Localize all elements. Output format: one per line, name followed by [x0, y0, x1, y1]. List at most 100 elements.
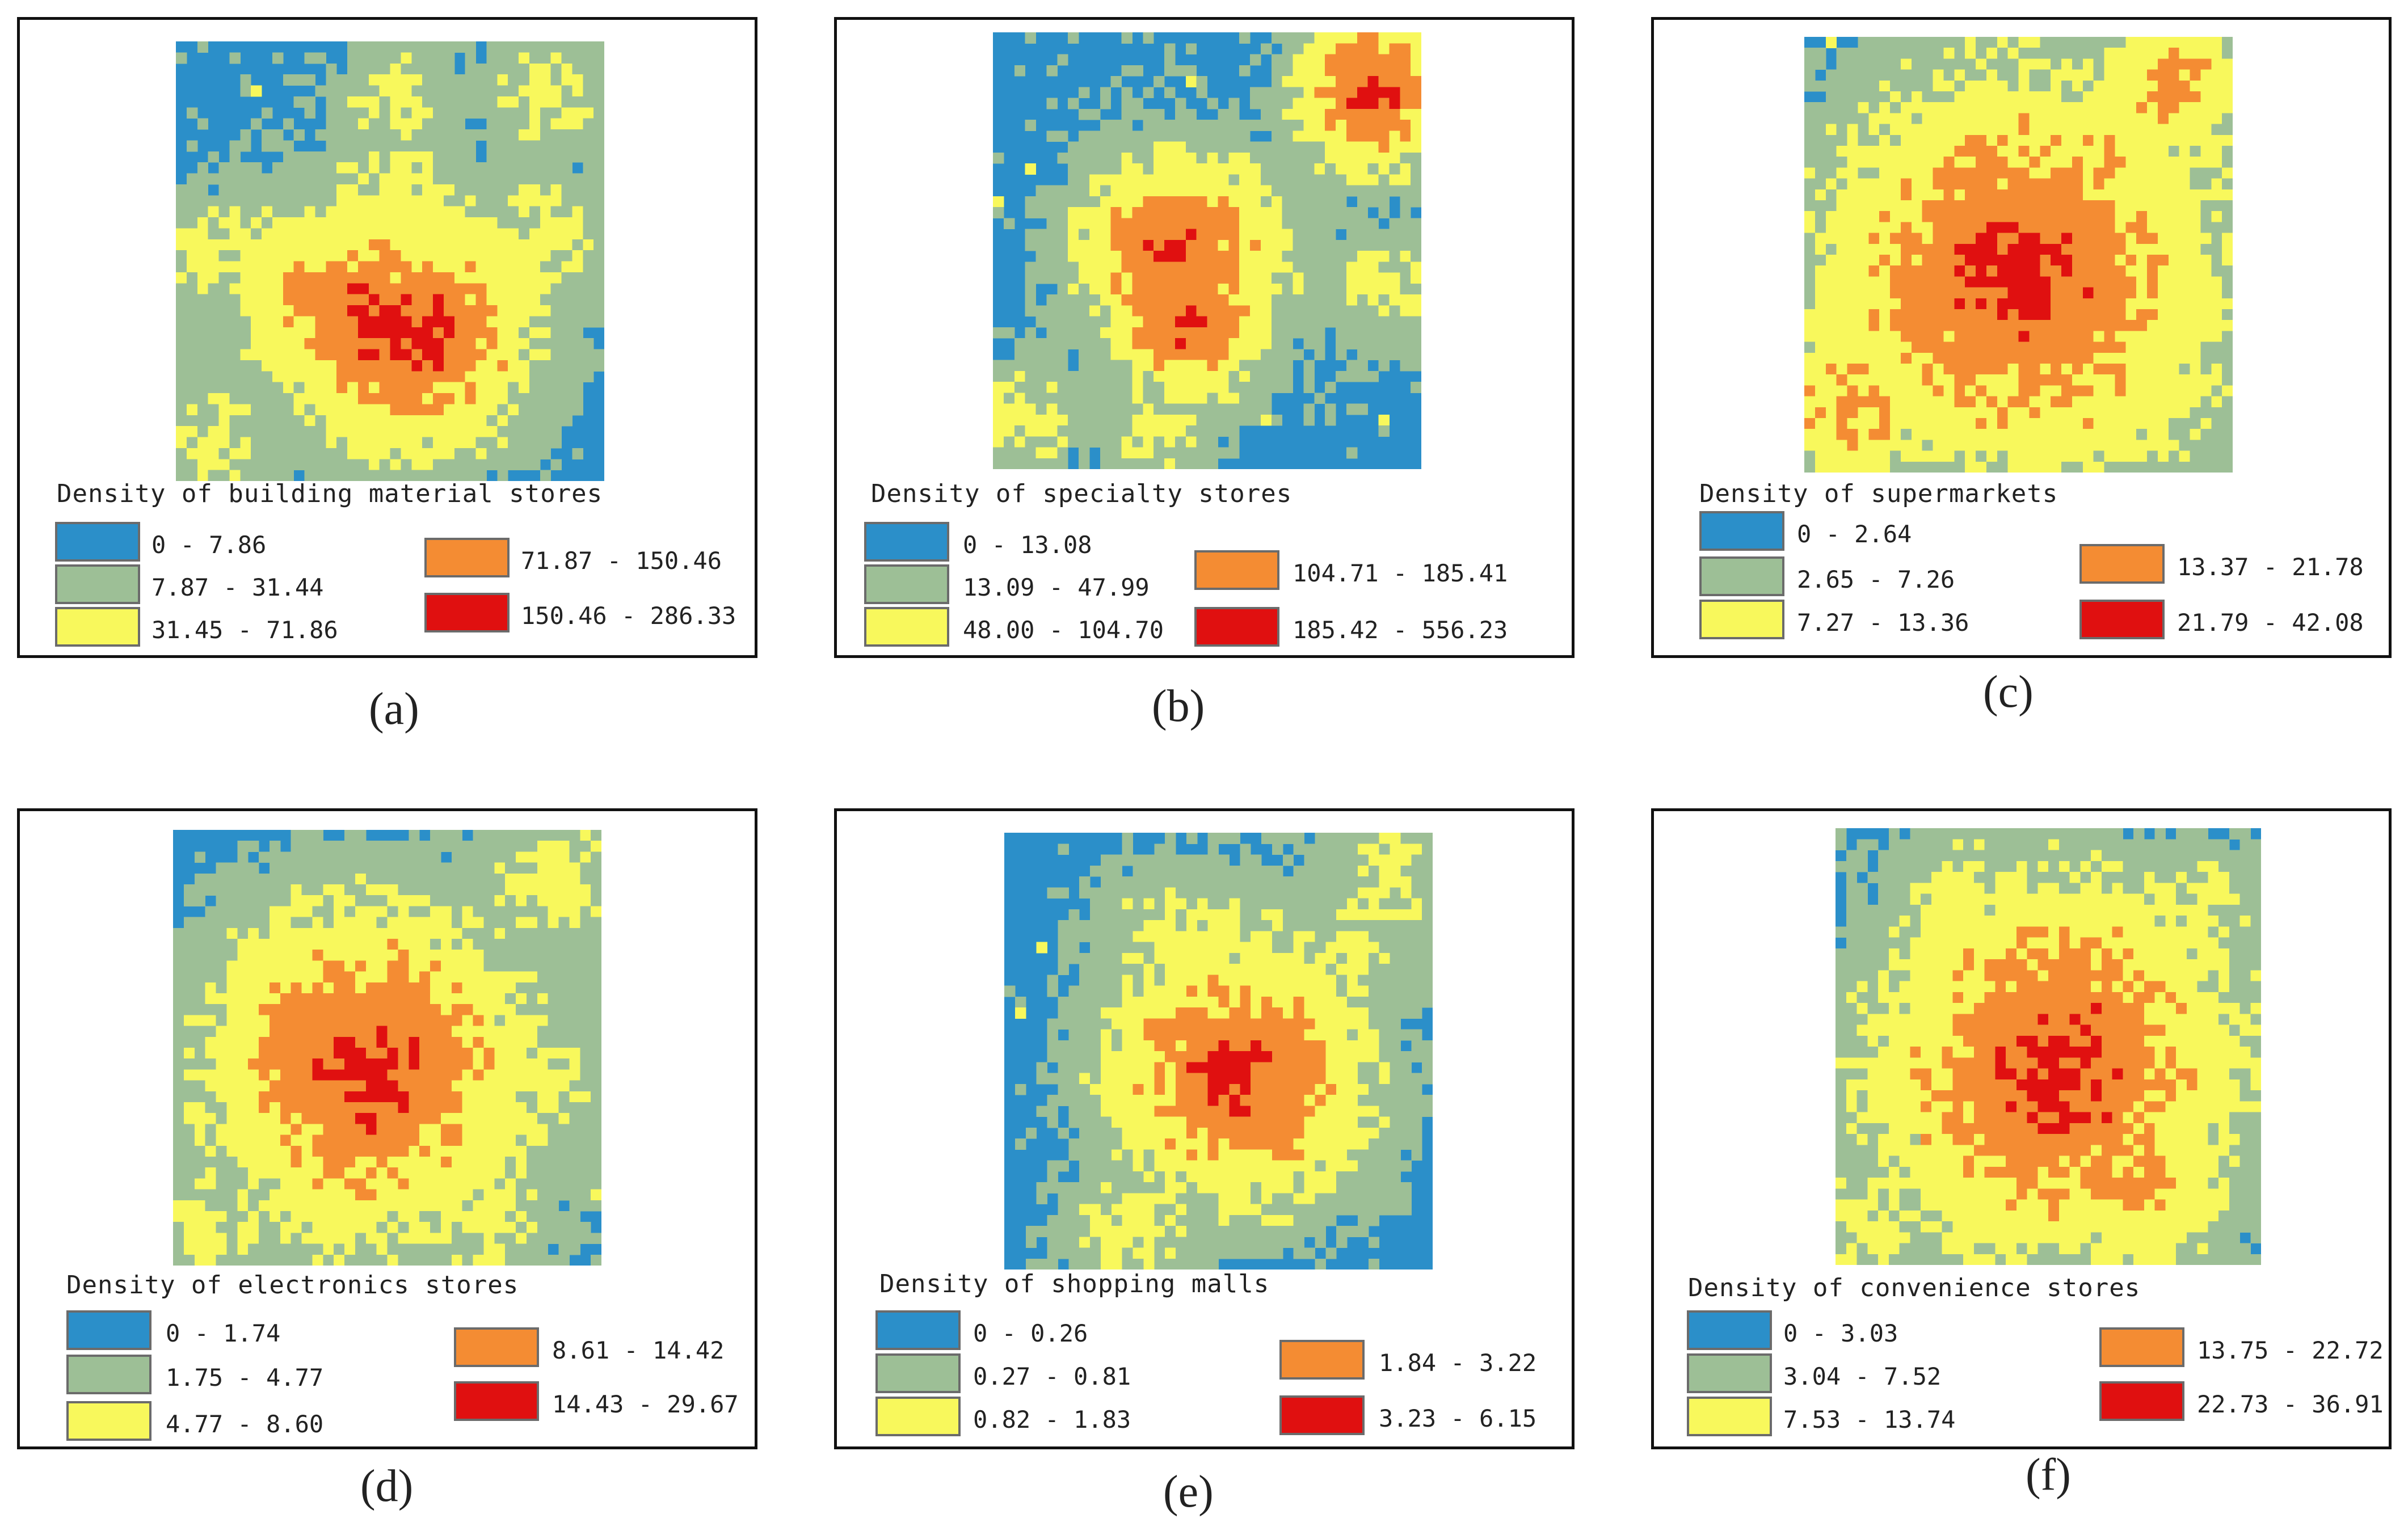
density-cell-class-1: [1057, 130, 1068, 142]
density-cell-class-4: [1143, 239, 1154, 251]
density-cell-class-2: [1976, 461, 1987, 473]
density-cell-class-1: [326, 173, 337, 185]
density-cell-class-1: [1068, 393, 1079, 404]
density-cell-class-1: [293, 151, 305, 163]
density-cell-class-2: [483, 1015, 495, 1027]
density-cell-class-2: [1986, 385, 1998, 397]
density-cell-class-2: [2157, 287, 2169, 299]
density-cell-class-3: [1357, 108, 1369, 120]
density-cell-class-2: [1250, 185, 1261, 197]
density-cell-class-1: [1250, 141, 1261, 153]
density-cell-class-2: [1314, 98, 1325, 109]
density-cell-class-4: [1986, 255, 1998, 266]
density-cell-class-1: [483, 906, 495, 918]
density-cell-class-2: [993, 425, 1004, 437]
density-cell-class-2: [248, 960, 259, 972]
density-cell-class-2: [1954, 418, 1965, 429]
density-cell-class-1: [572, 173, 583, 185]
density-cell-class-1: [387, 873, 398, 885]
density-cell-class-2: [2147, 146, 2158, 157]
density-cell-class-2: [2072, 407, 2083, 419]
density-cell-class-1: [1100, 447, 1112, 459]
density-cell-class-1: [422, 85, 433, 97]
density-cell-class-3: [336, 382, 348, 394]
density-cell-class-1: [251, 448, 262, 459]
density-cell-class-3: [1367, 32, 1379, 44]
density-cell-class-1: [593, 184, 604, 196]
density-cell-class-1: [1174, 447, 1186, 459]
density-cell-class-1: [2211, 341, 2222, 353]
density-cell-class-2: [2211, 113, 2222, 125]
density-cell-class-1: [387, 862, 398, 874]
density-cell-class-3: [1174, 294, 1186, 306]
density-cell-class-2: [2115, 58, 2126, 70]
density-cell-class-2: [208, 261, 220, 273]
density-cell-class-3: [347, 327, 359, 339]
density-cell-class-1: [1174, 436, 1186, 448]
density-cell-class-2: [304, 316, 315, 328]
density-cell-class-3: [1121, 229, 1133, 241]
density-cell-class-2: [229, 470, 241, 481]
density-cell-class-1: [1325, 382, 1336, 393]
density-cell-class-4: [1185, 305, 1197, 317]
density-cell-class-3: [379, 371, 391, 383]
density-cell-class-2: [1100, 327, 1112, 339]
density-cell-class-1: [1336, 294, 1347, 306]
density-cell-class-2: [2136, 374, 2148, 386]
density-cell-class-1: [1868, 80, 1880, 92]
density-cell-class-1: [186, 217, 198, 229]
density-cell-class-2: [401, 173, 412, 185]
density-cell-class-1: [1314, 229, 1325, 241]
density-cell-class-3: [1922, 331, 1934, 343]
density-cell-class-2: [368, 404, 380, 416]
density-cell-class-2: [2136, 134, 2148, 146]
density-cell-class-2: [430, 917, 441, 929]
density-cell-class-1: [1400, 185, 1411, 197]
density-cell-class-1: [569, 1004, 580, 1015]
density-cell-class-1: [173, 1026, 184, 1037]
density-cell-class-2: [451, 927, 463, 939]
density-cell-class-1: [1357, 207, 1369, 218]
density-cell-class-1: [1143, 108, 1154, 120]
density-cell-class-1: [226, 950, 238, 961]
density-cell-class-1: [1025, 305, 1037, 317]
density-cell-class-2: [1378, 283, 1390, 295]
density-cell-class-2: [1346, 272, 1358, 284]
density-cell-class-1: [205, 917, 217, 929]
density-cell-class-2: [2125, 298, 2137, 310]
density-cell-class-1: [561, 316, 572, 328]
density-cell-class-1: [315, 184, 326, 196]
density-cell-class-2: [248, 993, 259, 1005]
density-cell-class-1: [583, 63, 594, 75]
density-cell-class-2: [1890, 352, 1901, 364]
density-cell-class-1: [1879, 124, 1891, 136]
density-cell-class-2: [283, 228, 294, 240]
density-cell-class-1: [591, 851, 601, 863]
density-cell-class-2: [1389, 141, 1400, 153]
density-cell-class-2: [365, 950, 377, 961]
density-cell-class-2: [2125, 146, 2137, 157]
density-cell-class-2: [379, 85, 391, 97]
density-cell-class-3: [1943, 189, 1955, 201]
density-cell-class-2: [2125, 407, 2137, 419]
density-cell-class-1: [347, 74, 359, 86]
density-cell-class-2: [1164, 414, 1176, 426]
density-cell-class-1: [1303, 316, 1315, 328]
density-cell-class-1: [240, 415, 251, 427]
density-cell-class-2: [2136, 440, 2148, 452]
density-cell-class-1: [205, 1026, 217, 1037]
density-cell-class-3: [1954, 385, 1965, 397]
density-cell-class-1: [1089, 382, 1101, 393]
density-cell-class-1: [2211, 407, 2222, 419]
density-cell-class-4: [2018, 243, 2030, 255]
density-cell-class-3: [2029, 407, 2040, 419]
density-cell-class-2: [1900, 418, 1912, 429]
density-cell-class-1: [1068, 403, 1079, 415]
density-cell-class-3: [1185, 349, 1197, 361]
density-cell-class-2: [251, 261, 262, 273]
density-cell-class-2: [443, 437, 455, 449]
density-cell-class-2: [433, 195, 444, 207]
density-cell-class-2: [1411, 272, 1421, 284]
density-cell-class-1: [1025, 196, 1037, 208]
density-cell-class-3: [2072, 243, 2083, 255]
